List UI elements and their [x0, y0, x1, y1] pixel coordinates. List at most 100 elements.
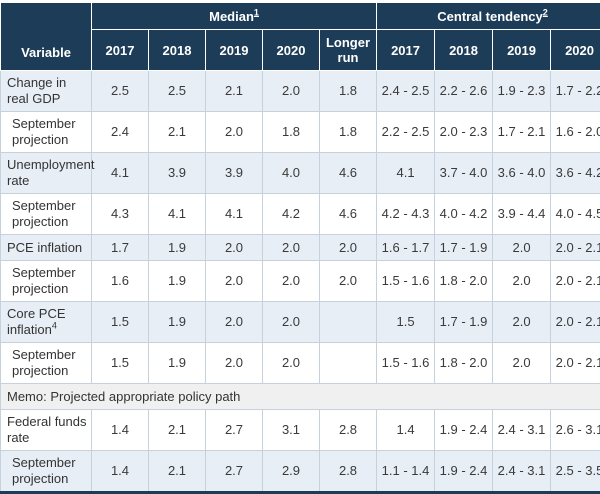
median-longer-run-value: 2.8: [318, 409, 378, 451]
median-longer-run-value: 4.6: [318, 193, 378, 235]
median-2018-value: 2.1: [148, 409, 206, 451]
median-col-longer-run: Longer run: [318, 29, 378, 71]
median-2018-value: 1.9: [148, 342, 206, 384]
central-tendency-2017-value: 1.5 - 1.6: [376, 342, 436, 384]
median-2017-value: 1.6: [91, 260, 149, 302]
median-2018-value: 1.9: [148, 260, 206, 302]
median-2017-value: 1.5: [91, 342, 149, 384]
central-tendency-2020-value: 3.6 - 4.2: [550, 152, 600, 194]
central-tendency-2017-value: 2.2 - 2.5: [376, 111, 436, 153]
central-tendency-2019-value: 3.6 - 4.0: [492, 152, 552, 194]
median-group-header: Median1: [90, 2, 378, 30]
central-tendency-2018-value: 1.8 - 2.0: [434, 342, 494, 384]
central-tendency-2017-value: 1.5: [376, 301, 436, 343]
median-2017-value: 2.5: [91, 70, 149, 112]
median-2020-value: 4.2: [262, 193, 320, 235]
memo-row-label: Memo: Projected appropriate policy path: [0, 383, 600, 410]
median-2019-value: 2.7: [205, 409, 263, 451]
central-tendency-2019-value: 1.9 - 2.3: [492, 70, 552, 112]
central-tendency-2018-value: 2.0 - 2.3: [434, 111, 494, 153]
median-2018-value: 1.9: [148, 234, 206, 261]
median-2020-value: 4.0: [262, 152, 320, 194]
central-tendency-group-label: Central tendency: [437, 8, 543, 24]
table-row: September projection 2.4 2.1 2.0 1.8 1.8 2.2 -…: [0, 111, 600, 153]
header-years-row: 2017 2018 2019 2020 Longer run 2017 2018 2019 20…: [1, 29, 600, 71]
median-col-2018: 2018: [148, 29, 206, 71]
variable-label-text: September projection: [12, 198, 76, 229]
variable-label-text: Federal funds rate: [7, 414, 87, 445]
central-tendency-2020-value: 4.0 - 4.5: [550, 193, 600, 235]
central-tendency-2018-value: 1.8 - 2.0: [434, 260, 494, 302]
central-tendency-2020-value: 2.5 - 3.5: [550, 450, 600, 493]
table-row: September projection 4.3 4.1 4.1 4.2 4.6 4.2 -…: [0, 193, 600, 235]
table-row: September projection 1.6 1.9 2.0 2.0 2.0 1.5 -…: [0, 260, 600, 302]
median-longer-run-value: [318, 342, 378, 384]
variable-footnote-link[interactable]: 4: [51, 320, 57, 331]
central-tendency-col-2017: 2017: [376, 29, 436, 71]
median-2019-value: 2.1: [205, 70, 263, 112]
median-2019-value: 2.0: [205, 342, 263, 384]
median-2019-value: 3.9: [205, 152, 263, 194]
median-longer-run-value: 2.8: [318, 450, 378, 493]
central-tendency-2020-value: 2.6 - 3.1: [550, 409, 600, 451]
variable-label-cell: Change in real GDP: [0, 70, 92, 112]
median-2017-value: 1.5: [91, 301, 149, 343]
central-tendency-col-2019: 2019: [492, 29, 552, 71]
variable-label-text: September projection: [12, 116, 76, 147]
table-row: Unemployment rate 4.1 3.9 3.9 4.0 4.6 4.1 3.7 -…: [0, 152, 600, 194]
variable-label-text: Core PCE inflation: [7, 306, 66, 337]
variable-label-cell: Core PCE inflation4: [0, 301, 92, 343]
table-row: Federal funds rate 1.4 2.1 2.7 3.1 2.8 1.4 1.9 …: [0, 409, 600, 451]
central-tendency-2017-value: 2.4 - 2.5: [376, 70, 436, 112]
table-row: Core PCE inflation4 1.5 1.9 2.0 2.0 1.5 1.7 - …: [0, 301, 600, 343]
variable-label-text: September projection: [12, 347, 76, 378]
median-2018-value: 1.9: [148, 301, 206, 343]
median-2020-value: 2.0: [262, 234, 320, 261]
central-tendency-2019-value: 2.4 - 3.1: [492, 450, 552, 493]
median-2019-value: 2.0: [205, 260, 263, 302]
central-tendency-2019-value: 3.9 - 4.4: [492, 193, 552, 235]
central-tendency-2018-value: 1.7 - 1.9: [434, 234, 494, 261]
median-2020-value: 2.0: [262, 70, 320, 112]
median-longer-run-value: 2.0: [318, 260, 378, 302]
median-group-label: Median: [209, 8, 254, 24]
central-tendency-2020-value: 1.6 - 2.0: [550, 111, 600, 153]
median-2019-value: 4.1: [205, 193, 263, 235]
central-tendency-2020-value: 2.0 - 2.1: [550, 234, 600, 261]
variable-column-header: Variable: [0, 2, 92, 71]
central-tendency-2017-value: 4.2 - 4.3: [376, 193, 436, 235]
table-row: September projection 1.5 1.9 2.0 2.0 1.5 - 1.…: [0, 342, 600, 384]
central-tendency-2017-value: 1.4: [376, 409, 436, 451]
median-longer-run-value: [318, 301, 378, 343]
median-col-2020: 2020: [262, 29, 320, 71]
memo-row: Memo: Projected appropriate policy path: [0, 383, 600, 410]
median-footnote-link[interactable]: 1: [253, 7, 259, 18]
median-2017-value: 1.7: [91, 234, 149, 261]
table-row: Change in real GDP 2.5 2.5 2.1 2.0 1.8 2.4 - 2…: [0, 70, 600, 112]
variable-label-cell: PCE inflation: [0, 234, 92, 261]
variable-label-cell: September projection: [0, 111, 92, 153]
central-tendency-2017-value: 1.5 - 1.6: [376, 260, 436, 302]
median-2017-value: 1.4: [91, 450, 149, 493]
median-2017-value: 2.4: [91, 111, 149, 153]
median-2018-value: 2.1: [148, 450, 206, 493]
median-2020-value: 2.9: [262, 450, 320, 493]
median-2019-value: 2.0: [205, 301, 263, 343]
median-longer-run-value: 1.8: [318, 70, 378, 112]
central-tendency-2020-value: 2.0 - 2.1: [550, 301, 600, 343]
variable-label-text: September projection: [12, 455, 76, 486]
central-tendency-2019-value: 2.0: [492, 234, 552, 261]
central-tendency-2019-value: 2.0: [492, 260, 552, 302]
central-tendency-2017-value: 4.1: [376, 152, 436, 194]
median-2020-value: 1.8: [262, 111, 320, 153]
central-tendency-group-header: Central tendency2: [376, 2, 600, 30]
median-2017-value: 4.1: [91, 152, 149, 194]
median-2020-value: 2.0: [262, 342, 320, 384]
median-longer-run-value: 1.8: [318, 111, 378, 153]
central-tendency-2020-value: 2.0 - 2.1: [550, 260, 600, 302]
table-row: PCE inflation 1.7 1.9 2.0 2.0 2.0 1.6 - 1.7 1.7…: [0, 234, 600, 261]
central-tendency-2019-value: 1.7 - 2.1: [492, 111, 552, 153]
table-row: September projection 1.4 2.1 2.7 2.9 2.8 1.1 -…: [0, 450, 600, 493]
central-tendency-2019-value: 2.0: [492, 301, 552, 343]
central-tendency-footnote-link[interactable]: 2: [542, 7, 548, 18]
